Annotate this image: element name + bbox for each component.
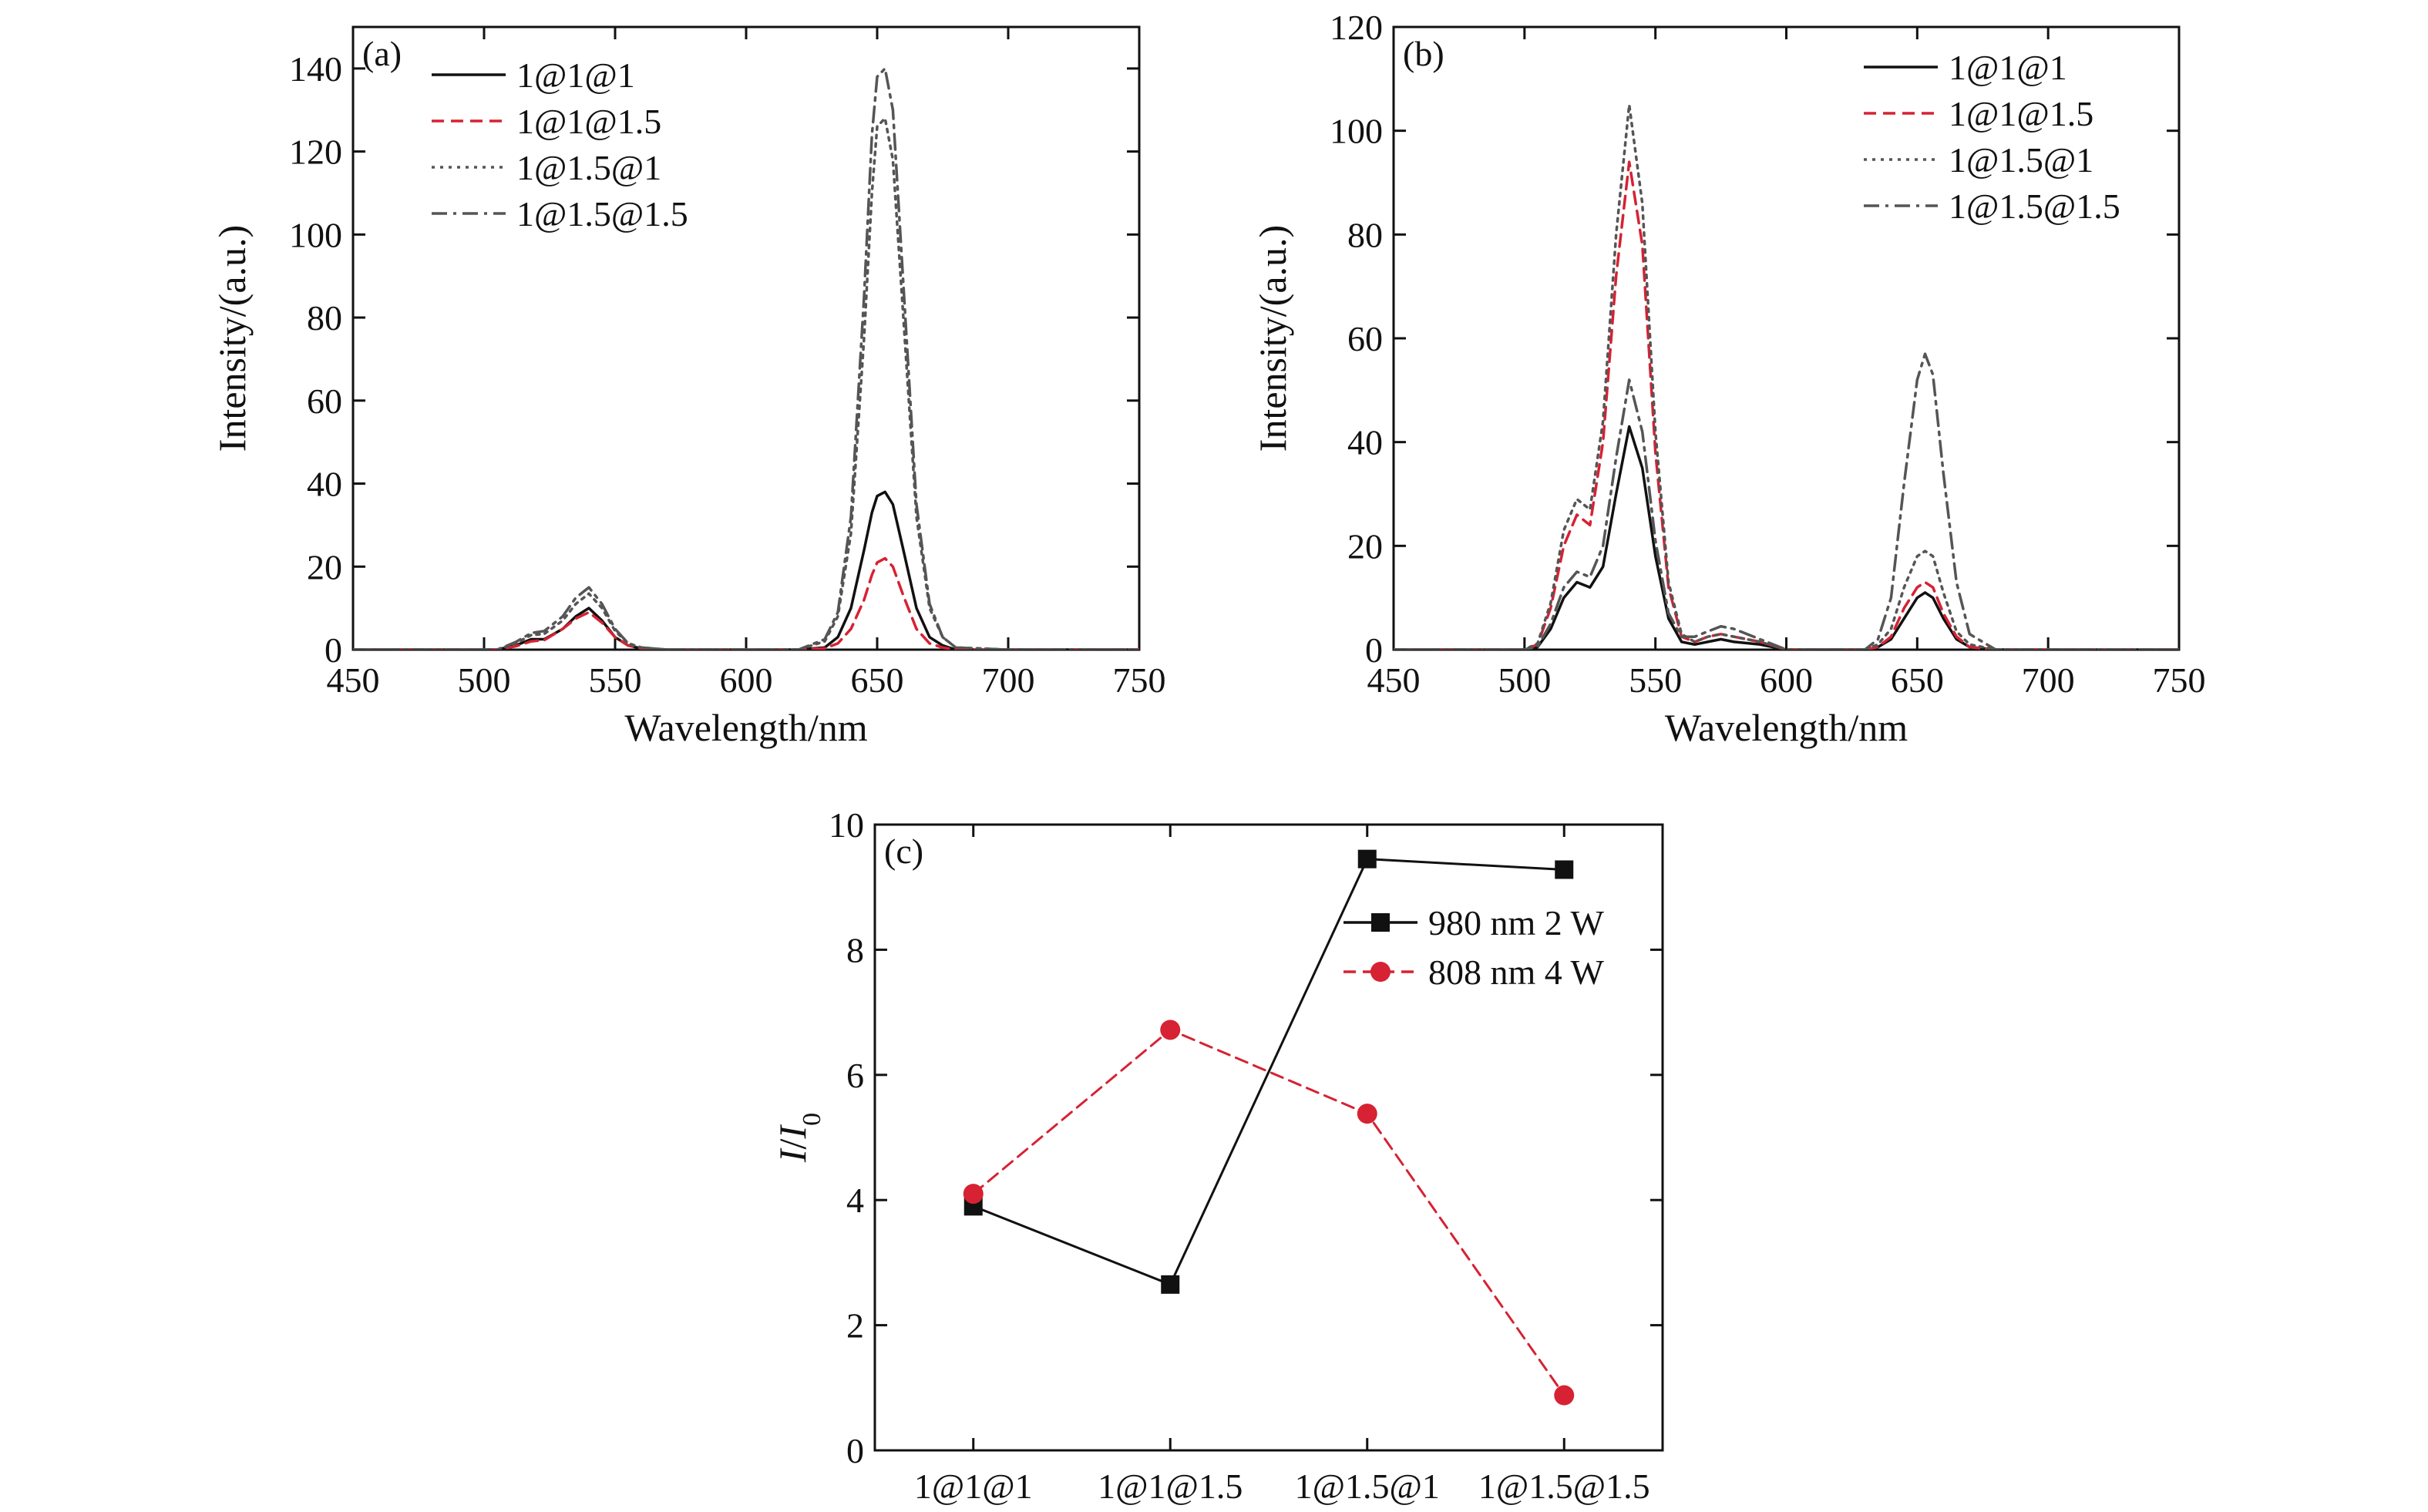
legend-label-4: 1@1.5@1.5 — [516, 194, 688, 234]
series-line-1 — [353, 490, 1139, 650]
y-tick-label: 2 — [846, 1306, 864, 1346]
y-tick-label: 0 — [846, 1431, 864, 1470]
x-tick-label: 500 — [458, 660, 511, 700]
plot-area — [353, 67, 1139, 650]
series-line-2 — [972, 1028, 1565, 1396]
legend-label-1: 980 nm 2 W — [1428, 903, 1604, 942]
series-line-3 — [1394, 103, 2179, 650]
x-tick-label: 700 — [982, 660, 1035, 700]
y-tick-label: 40 — [1347, 423, 1383, 462]
x-tick-label: 650 — [851, 660, 904, 700]
chart-panel-2: 0 20 40 60 80 100 120 450 500 550 600 650 700 750 Wave… — [1251, 8, 2206, 749]
panel-tag: (b) — [1403, 34, 1444, 73]
y-tick-label: 120 — [1330, 8, 1383, 47]
y-tick-label: 100 — [289, 215, 342, 254]
legend-label-3: 1@1.5@1 — [516, 148, 661, 187]
x-tick-label: 1@1@1 — [914, 1467, 1033, 1506]
legend-marker-circle — [1370, 962, 1391, 982]
y-tick-label: 120 — [289, 133, 342, 172]
x-tick-label: 1@1@1.5 — [1098, 1467, 1243, 1506]
series-line-2 — [1394, 160, 2179, 650]
legend-label-1: 1@1@1 — [1949, 48, 2067, 87]
x-tick-label: 1@1.5@1 — [1295, 1467, 1440, 1506]
data-point-square — [1357, 849, 1377, 869]
y-tick-label: 60 — [307, 381, 342, 421]
y-axis-label: I/I0 — [771, 1113, 826, 1163]
x-tick-label: 550 — [589, 660, 642, 700]
data-point-circle — [1160, 1020, 1181, 1040]
x-tick-label: 600 — [1760, 660, 1813, 700]
y-tick-label: 20 — [307, 547, 342, 586]
x-tick-label: 750 — [1113, 660, 1166, 700]
series-line-2 — [353, 556, 1139, 650]
y-tick-label: 0 — [325, 630, 342, 670]
plot-area — [972, 858, 1565, 1396]
series-line-1 — [972, 858, 1565, 1286]
data-point-square — [1161, 1275, 1180, 1294]
x-tick-label: 500 — [1498, 660, 1551, 700]
x-tick-label: 450 — [1367, 660, 1421, 700]
chart-panel-1: 0 20 40 60 80 100 120 140 450 500 550 600 650 700 750 W… — [210, 25, 1166, 749]
y-tick-label: 0 — [1365, 630, 1383, 670]
x-axis-label: Wavelength/nm — [1665, 706, 1908, 749]
x-tick-label: 550 — [1629, 660, 1682, 700]
y-axis-label: Intensity/(a.u.) — [1251, 225, 1294, 452]
plot-area — [1394, 103, 2179, 650]
data-point-circle — [1357, 1104, 1377, 1124]
x-tick-label: 450 — [327, 660, 380, 700]
legend-marker-square — [1371, 913, 1390, 932]
y-tick-label: 4 — [846, 1181, 864, 1220]
y-tick-label: 10 — [829, 805, 864, 845]
y-tick-label: 100 — [1330, 112, 1383, 151]
legend-label-1: 1@1@1 — [516, 55, 635, 95]
y-tick-label: 6 — [846, 1056, 864, 1095]
legend-label-2: 808 nm 4 W — [1428, 953, 1604, 992]
series-line-1 — [1394, 425, 2179, 650]
y-axis-label-i: I — [771, 1147, 814, 1163]
legend-label-4: 1@1.5@1.5 — [1949, 186, 2120, 226]
data-point-square — [1555, 860, 1574, 879]
y-axis-label: Intensity/(a.u.) — [210, 225, 254, 452]
legend-label-3: 1@1.5@1 — [1949, 140, 2093, 180]
x-tick-label: 1@1.5@1.5 — [1478, 1467, 1650, 1506]
y-axis-label-sub: 0 — [798, 1113, 826, 1126]
series-line-3 — [353, 116, 1139, 650]
panel-tag: (c) — [884, 832, 923, 871]
y-tick-label: 80 — [307, 298, 342, 338]
y-tick-label: 40 — [307, 465, 342, 504]
series-line-4 — [1394, 352, 2179, 650]
x-tick-label: 600 — [720, 660, 773, 700]
x-tick-label: 750 — [2153, 660, 2206, 700]
y-axis-label-slash: / — [771, 1138, 814, 1149]
y-tick-label: 80 — [1347, 215, 1383, 254]
data-point-circle — [1554, 1385, 1575, 1406]
legend-label-2: 1@1@1.5 — [1949, 94, 2093, 133]
y-axis-label-i0: I — [771, 1124, 814, 1140]
y-tick-label: 20 — [1347, 526, 1383, 566]
series-line-4 — [353, 67, 1139, 650]
x-tick-label: 700 — [2022, 660, 2075, 700]
y-tick-label: 140 — [289, 49, 342, 89]
plot-frame — [873, 823, 1664, 1452]
y-tick-label: 60 — [1347, 319, 1383, 358]
legend-label-2: 1@1@1.5 — [516, 102, 661, 141]
data-point-circle — [963, 1184, 984, 1205]
x-axis-label: Wavelength/nm — [624, 706, 867, 749]
x-tick-label: 650 — [1891, 660, 1944, 700]
y-tick-label: 8 — [846, 930, 864, 969]
panel-tag: (a) — [362, 34, 402, 73]
